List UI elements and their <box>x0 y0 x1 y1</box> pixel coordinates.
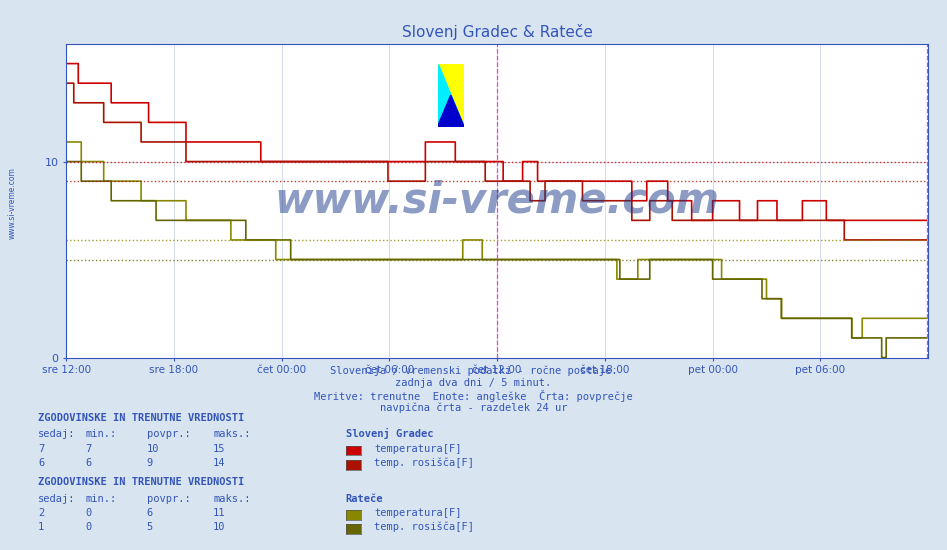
Text: www.si-vreme.com: www.si-vreme.com <box>8 168 17 239</box>
Text: 5: 5 <box>147 522 153 532</box>
Text: 1: 1 <box>38 522 45 532</box>
Text: min.:: min.: <box>85 493 116 504</box>
Text: ZGODOVINSKE IN TRENUTNE VREDNOSTI: ZGODOVINSKE IN TRENUTNE VREDNOSTI <box>38 412 244 423</box>
Text: povpr.:: povpr.: <box>147 493 190 504</box>
Text: 10: 10 <box>213 522 225 532</box>
Polygon shape <box>438 95 464 126</box>
Text: temp. rosišča[F]: temp. rosišča[F] <box>374 458 474 468</box>
Polygon shape <box>438 64 464 126</box>
Text: min.:: min.: <box>85 429 116 439</box>
Title: Slovenj Gradec & Rateče: Slovenj Gradec & Rateče <box>402 24 593 40</box>
Text: 0: 0 <box>85 508 92 518</box>
Text: 6: 6 <box>85 458 92 468</box>
Text: temp. rosišča[F]: temp. rosišča[F] <box>374 522 474 532</box>
Text: 7: 7 <box>85 443 92 454</box>
Text: 14: 14 <box>213 458 225 468</box>
Text: 2: 2 <box>38 508 45 518</box>
Text: 11: 11 <box>213 508 225 518</box>
Text: 9: 9 <box>147 458 153 468</box>
Text: Rateče: Rateče <box>346 493 384 504</box>
Text: zadnja dva dni / 5 minut.: zadnja dva dni / 5 minut. <box>396 378 551 388</box>
Text: maks.:: maks.: <box>213 493 251 504</box>
Text: 0: 0 <box>85 522 92 532</box>
Text: navpična črta - razdelek 24 ur: navpična črta - razdelek 24 ur <box>380 402 567 412</box>
Text: www.si-vreme.com: www.si-vreme.com <box>275 180 720 222</box>
Polygon shape <box>438 64 464 126</box>
Text: temperatura[F]: temperatura[F] <box>374 508 461 518</box>
Text: sedaj:: sedaj: <box>38 429 76 439</box>
Text: 15: 15 <box>213 443 225 454</box>
Text: 6: 6 <box>147 508 153 518</box>
Text: sedaj:: sedaj: <box>38 493 76 504</box>
Text: povpr.:: povpr.: <box>147 429 190 439</box>
Text: ZGODOVINSKE IN TRENUTNE VREDNOSTI: ZGODOVINSKE IN TRENUTNE VREDNOSTI <box>38 477 244 487</box>
Text: maks.:: maks.: <box>213 429 251 439</box>
Text: 7: 7 <box>38 443 45 454</box>
Text: 10: 10 <box>147 443 159 454</box>
Text: Slovenj Gradec: Slovenj Gradec <box>346 428 433 439</box>
Text: Meritve: trenutne  Enote: angleške  Črta: povprečje: Meritve: trenutne Enote: angleške Črta: … <box>314 390 633 402</box>
Text: temperatura[F]: temperatura[F] <box>374 443 461 454</box>
Text: Slovenija / vremenski podatki - ročne postaje.: Slovenija / vremenski podatki - ročne po… <box>330 366 617 376</box>
Text: 6: 6 <box>38 458 45 468</box>
